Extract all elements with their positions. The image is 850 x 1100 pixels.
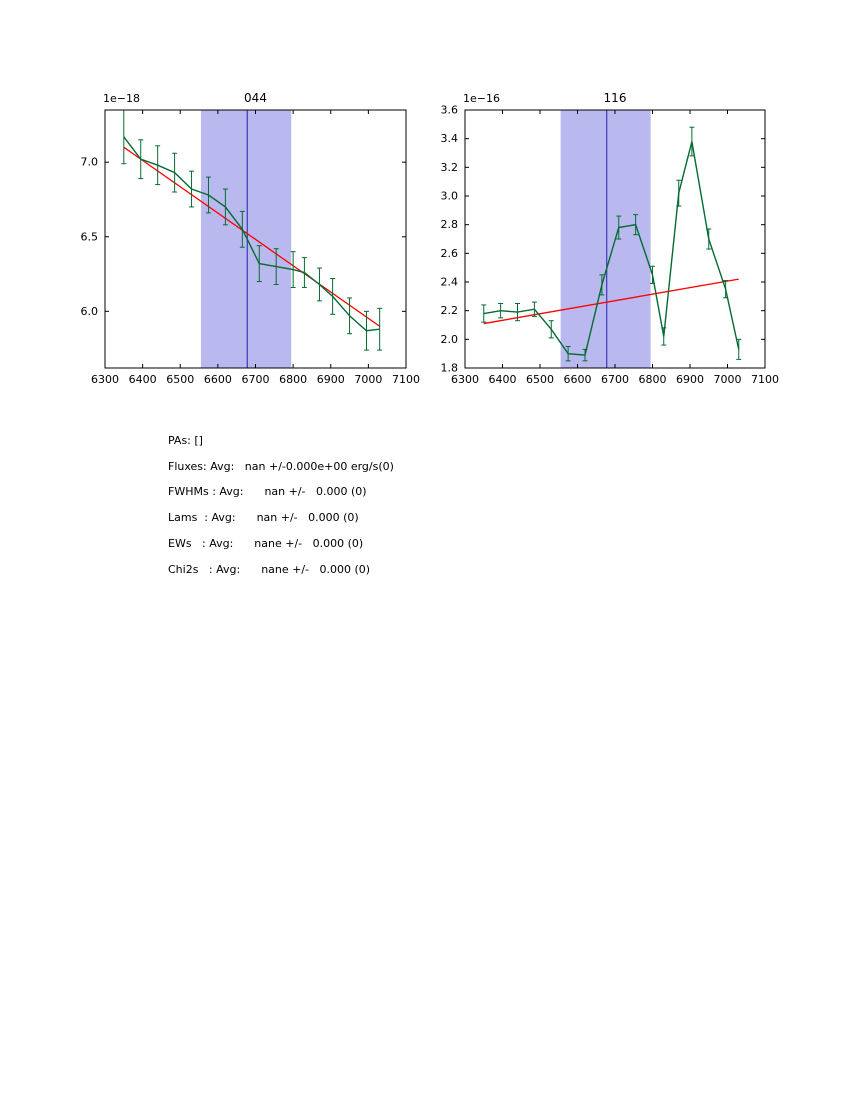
x-tick-label: 6400 xyxy=(489,373,517,386)
x-tick-label: 6500 xyxy=(166,373,194,386)
x-tick-label: 7100 xyxy=(751,373,779,386)
x-tick-label: 6300 xyxy=(451,373,479,386)
y-tick-label: 3.6 xyxy=(441,104,459,117)
spectrum-line xyxy=(123,136,380,332)
x-tick-label: 6600 xyxy=(204,373,232,386)
x-tick-label: 6700 xyxy=(601,373,629,386)
x-tick-label: 7000 xyxy=(354,373,382,386)
highlight-span xyxy=(200,110,292,368)
y-tick-label: 2.4 xyxy=(441,276,459,289)
y-tick-label: 7.0 xyxy=(81,156,99,169)
stats-line-ews: EWs : Avg: nane +/- 0.000 (0) xyxy=(168,536,364,550)
stats-block: PAs: [] Fluxes: Avg: nan +/-0.000e+00 er… xyxy=(168,428,394,582)
spectrum-line xyxy=(483,141,740,356)
stats-line-lams: Lams : Avg: nan +/- 0.000 (0) xyxy=(168,511,359,525)
y-tick-label: 1.8 xyxy=(441,362,459,375)
stats-line-pas: PAs: [] xyxy=(168,434,203,447)
stats-line-fluxes: Fluxes: Avg: nan +/-0.000e+00 erg/s(0) xyxy=(168,459,394,473)
x-tick-label: 6900 xyxy=(317,373,345,386)
x-tick-label: 6700 xyxy=(242,373,270,386)
x-tick-label: 7000 xyxy=(714,373,742,386)
y-tick-label: 2.0 xyxy=(441,333,459,346)
plots-canvas: 6300 6400 6500 6600 6700 6800 6900 7000 7100 6.0 6… xyxy=(81,91,780,386)
y-offset-label: 1e−18 xyxy=(103,92,140,105)
y-offset-label: 1e−16 xyxy=(463,92,500,105)
plot-title: 044 xyxy=(244,91,267,105)
plot-title: 116 xyxy=(604,91,627,105)
y-tick-label: 6.0 xyxy=(81,305,99,318)
fit-line xyxy=(123,146,381,327)
y-tick-label: 6.5 xyxy=(81,230,99,243)
x-tick-label: 6800 xyxy=(279,373,307,386)
y-tick-label: 2.2 xyxy=(441,304,459,317)
x-tick-label: 6600 xyxy=(564,373,592,386)
x-tick-label: 6500 xyxy=(526,373,554,386)
y-tick-label: 3.0 xyxy=(441,190,459,203)
x-tick-label: 7100 xyxy=(392,373,420,386)
fit-line xyxy=(483,278,739,325)
y-tick-label: 3.2 xyxy=(441,161,459,174)
y-tick-label: 3.4 xyxy=(441,132,459,145)
x-tick-label: 6800 xyxy=(639,373,667,386)
y-tick-label: 2.8 xyxy=(441,218,459,231)
stats-line-chi2s: Chi2s : Avg: nane +/- 0.000 (0) xyxy=(168,562,371,576)
highlight-span xyxy=(560,110,651,368)
x-tick-label: 6300 xyxy=(91,373,119,386)
x-tick-label: 6400 xyxy=(129,373,157,386)
stats-line-fwhms: FWHMs : Avg: nan +/- 0.000 (0) xyxy=(168,485,367,499)
x-tick-label: 6900 xyxy=(676,373,704,386)
y-tick-label: 2.6 xyxy=(441,247,459,260)
